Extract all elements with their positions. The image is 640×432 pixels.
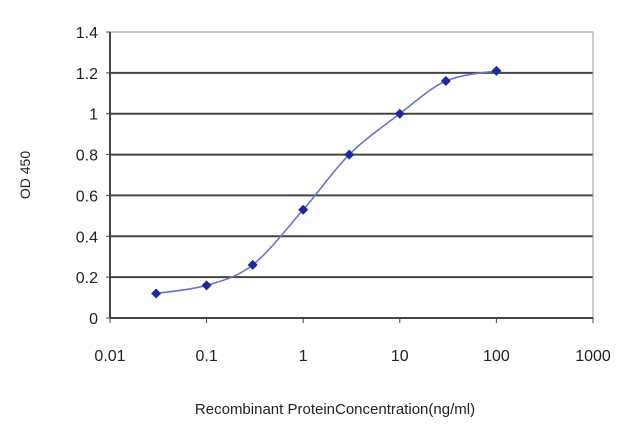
data-point-marker: [201, 280, 212, 291]
y-tick-label: 0.6: [76, 188, 98, 205]
y-tick-label: 1: [89, 107, 98, 124]
data-point-marker: [247, 259, 258, 270]
y-axis-label: OD 450: [17, 151, 33, 199]
x-tick-label: 100: [483, 348, 510, 365]
x-tick-labels: 0.01 0.1 1 10 100 1000: [94, 348, 610, 365]
y-tick-label: 0.8: [76, 148, 98, 165]
data-point-marker: [491, 65, 502, 76]
x-tick-label: 0.01: [94, 348, 125, 365]
series-line: [155, 70, 497, 295]
series-markers: [151, 65, 502, 299]
data-point-marker: [344, 149, 355, 160]
axes: [106, 31, 594, 323]
x-tick-label: 1000: [575, 348, 611, 365]
data-point-marker: [298, 204, 309, 215]
y-tick-label: 1.4: [76, 25, 98, 42]
y-tick-label: 0: [89, 311, 98, 328]
data-point-marker: [394, 108, 405, 119]
y-tick-labels: 0 0.2 0.4 0.6 0.8 1 1.2 1.4: [76, 25, 98, 328]
x-axis-label: Recombinant ProteinConcentration(ng/ml): [195, 401, 475, 418]
x-tick-label: 0.1: [195, 348, 217, 365]
x-tick-label: 10: [391, 348, 409, 365]
plot-area: [109, 31, 594, 319]
data-point-marker: [440, 76, 451, 87]
y-tick-label: 0.2: [76, 270, 98, 287]
gridlines: [110, 71, 593, 279]
x-tick-label: 1: [299, 348, 308, 365]
y-tick-label: 0.4: [76, 229, 98, 246]
y-tick-label: 1.2: [76, 66, 98, 83]
data-point-marker: [151, 288, 162, 299]
